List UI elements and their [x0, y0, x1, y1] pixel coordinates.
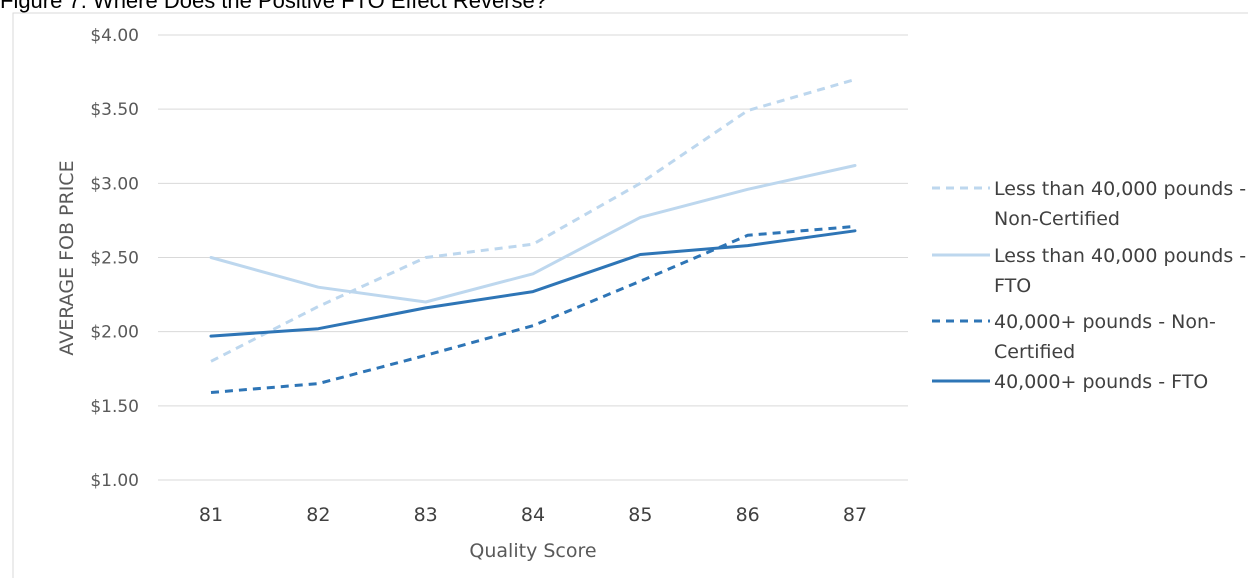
x-tick-label: 82 — [306, 504, 330, 526]
series-line-4 — [209, 229, 857, 338]
chart-frame — [12, 12, 1248, 578]
y-tick-label: $2.00 — [90, 323, 139, 343]
legend-label: Less than 40,000 pounds - — [994, 245, 1246, 267]
y-tick-label: $3.00 — [90, 174, 139, 194]
y-tick-label: $2.50 — [90, 249, 139, 269]
series-line-2 — [209, 164, 857, 304]
series-line-1 — [210, 78, 856, 363]
legend-label: Certified — [994, 341, 1075, 363]
gridlines — [158, 34, 908, 481]
y-axis-ticks: $1.00 $1.50 $2.00 $2.50 $3.00 $3.50 $4.00 — [90, 26, 139, 491]
legend-label: 40,000+ pounds - Non- — [994, 311, 1216, 333]
legend-label: Less than 40,000 pounds - — [994, 178, 1246, 200]
y-axis-title: AVERAGE FOB PRICE — [56, 160, 78, 355]
chart-title: Figure 7. Where Does the Positive FTO Ef… — [0, 0, 547, 13]
legend-label: 40,000+ pounds - FTO — [994, 371, 1208, 393]
x-tick-label: 81 — [199, 504, 223, 526]
x-axis-ticks: 81 82 83 84 85 86 87 — [199, 504, 867, 526]
x-tick-label: 85 — [628, 504, 652, 526]
series-lines — [209, 78, 857, 394]
legend: Less than 40,000 pounds - Non-Certified Le… — [932, 178, 1246, 393]
series-line-3 — [210, 224, 856, 394]
legend-label: FTO — [994, 275, 1031, 297]
x-tick-label: 87 — [843, 504, 867, 526]
x-tick-label: 86 — [736, 504, 760, 526]
y-tick-label: $4.00 — [90, 26, 139, 46]
y-tick-label: $1.00 — [90, 471, 139, 491]
y-tick-label: $1.50 — [90, 397, 139, 417]
x-tick-label: 84 — [521, 504, 545, 526]
x-tick-label: 83 — [414, 504, 438, 526]
legend-label: Non-Certified — [994, 208, 1120, 230]
y-tick-label: $3.50 — [90, 100, 139, 120]
x-axis-title: Quality Score — [469, 540, 596, 562]
